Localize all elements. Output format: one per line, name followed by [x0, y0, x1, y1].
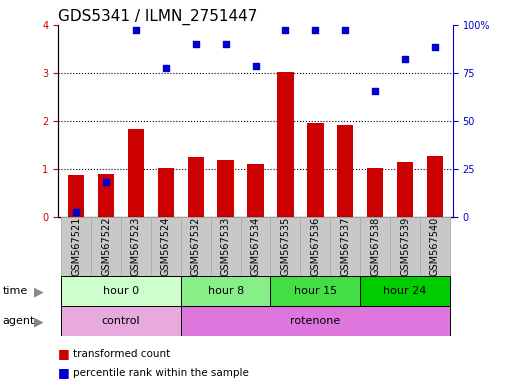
Text: agent: agent	[3, 316, 35, 326]
Point	[400, 56, 408, 62]
Bar	[217, 161, 233, 217]
Point	[340, 27, 348, 33]
Bar	[366, 168, 383, 217]
Bar	[180, 276, 270, 306]
Bar	[61, 306, 180, 336]
Text: ■: ■	[58, 366, 70, 379]
Point	[430, 43, 438, 50]
Text: GSM567540: GSM567540	[429, 217, 439, 276]
Point	[311, 27, 319, 33]
Bar	[396, 162, 413, 217]
Bar	[240, 217, 270, 276]
Text: GSM567521: GSM567521	[71, 217, 81, 276]
Bar	[150, 217, 180, 276]
Text: ■: ■	[58, 347, 70, 360]
Text: GSM567538: GSM567538	[369, 217, 379, 276]
Text: GSM567522: GSM567522	[101, 217, 111, 276]
Text: GSM567534: GSM567534	[250, 217, 260, 276]
Text: GSM567539: GSM567539	[399, 217, 409, 276]
Point	[132, 27, 140, 33]
Text: GSM567535: GSM567535	[280, 217, 290, 276]
Text: GSM567532: GSM567532	[190, 217, 200, 276]
Bar	[68, 175, 84, 217]
Text: hour 8: hour 8	[207, 286, 243, 296]
Bar	[61, 217, 91, 276]
Text: GSM567523: GSM567523	[131, 217, 141, 276]
Point	[251, 63, 259, 69]
Bar	[360, 217, 389, 276]
Text: transformed count: transformed count	[73, 349, 170, 359]
Bar	[127, 129, 144, 217]
Text: GDS5341 / ILMN_2751447: GDS5341 / ILMN_2751447	[58, 9, 257, 25]
Text: hour 24: hour 24	[383, 286, 426, 296]
Bar	[180, 217, 210, 276]
Bar	[91, 217, 121, 276]
Bar	[247, 164, 263, 217]
Point	[281, 27, 289, 33]
Bar	[330, 217, 360, 276]
Bar	[210, 217, 240, 276]
Bar	[180, 306, 449, 336]
Bar	[270, 217, 300, 276]
Text: ▶: ▶	[34, 315, 44, 328]
Bar	[426, 156, 442, 217]
Text: GSM567533: GSM567533	[220, 217, 230, 276]
Bar	[277, 72, 293, 217]
Point	[370, 88, 378, 94]
Text: rotenone: rotenone	[290, 316, 340, 326]
Text: time: time	[3, 286, 28, 296]
Text: GSM567524: GSM567524	[161, 217, 171, 276]
Bar	[360, 276, 449, 306]
Bar	[97, 174, 114, 217]
Point	[72, 209, 80, 215]
Text: ▶: ▶	[34, 285, 44, 298]
Bar	[336, 125, 353, 217]
Bar	[157, 168, 174, 217]
Bar	[61, 276, 180, 306]
Text: control: control	[102, 316, 140, 326]
Text: percentile rank within the sample: percentile rank within the sample	[73, 368, 249, 378]
Text: GSM567537: GSM567537	[339, 217, 349, 276]
Bar	[389, 217, 419, 276]
Text: hour 0: hour 0	[103, 286, 139, 296]
Bar	[419, 217, 449, 276]
Text: GSM567536: GSM567536	[310, 217, 320, 276]
Text: hour 15: hour 15	[293, 286, 336, 296]
Bar	[300, 217, 330, 276]
Point	[102, 179, 110, 185]
Point	[162, 65, 170, 71]
Point	[221, 41, 229, 47]
Bar	[270, 276, 360, 306]
Bar	[121, 217, 150, 276]
Point	[191, 41, 199, 47]
Bar	[187, 157, 204, 217]
Bar	[307, 123, 323, 217]
